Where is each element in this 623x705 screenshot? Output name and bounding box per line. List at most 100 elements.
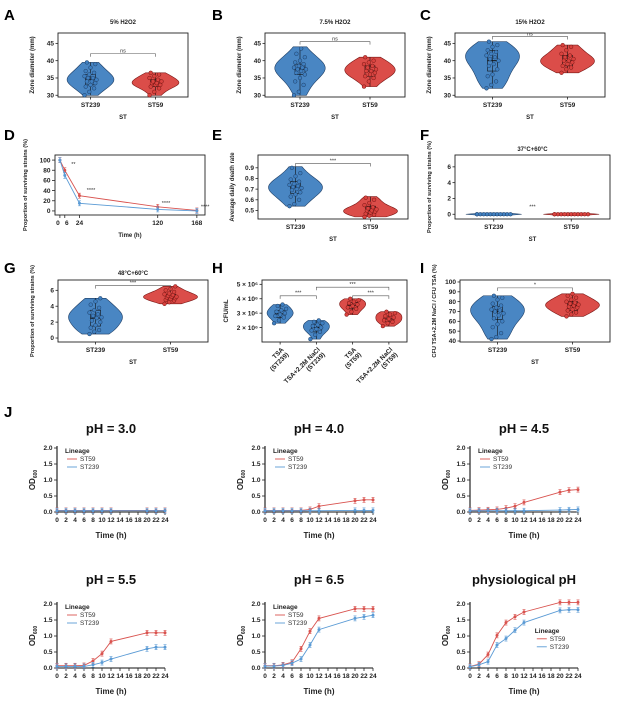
- data-point: [355, 302, 360, 307]
- x-tick-label: 10: [511, 673, 519, 680]
- data-point: [564, 67, 569, 72]
- data-point: [298, 190, 303, 195]
- y-tick-label: 100: [40, 157, 51, 164]
- data-point: [283, 306, 289, 311]
- legend-label: ST59: [550, 636, 566, 643]
- legend-title: Lineage: [65, 604, 90, 611]
- y-tick-label: 1.0: [251, 633, 260, 640]
- x-tick-label: ST59: [560, 102, 576, 109]
- series-line: [57, 646, 165, 667]
- panel-a: A 5% H2O2 30 35 40 45 Zone diameter (mm) ST239 S…: [4, 7, 189, 121]
- data-point: [282, 311, 288, 316]
- y-tick-label: 0.7: [245, 186, 254, 193]
- data-point: [345, 305, 350, 310]
- data-point: [491, 61, 496, 67]
- data-point: [363, 74, 368, 79]
- significance-label: ***: [529, 204, 536, 210]
- y-tick-label: 35: [47, 75, 55, 82]
- x-tick-label: 6: [495, 673, 499, 680]
- data-point: [573, 295, 579, 300]
- significance-bracket: [316, 286, 390, 291]
- panel-title: 37°C+60°C: [517, 147, 548, 153]
- x-tick-label: TSA(ST239): [269, 346, 291, 373]
- data-point: [308, 629, 312, 633]
- x-tick-label: 0: [468, 673, 472, 680]
- data-point: [390, 319, 395, 324]
- violin-group-3: [375, 309, 403, 329]
- x-tick-label: 8: [504, 673, 508, 680]
- x-tick-label: ST239: [488, 347, 508, 354]
- y-axis-label-sub: 600: [241, 470, 247, 479]
- x-axis-label: Time (h): [96, 687, 127, 696]
- panel-g: G 48°C+60°C 0 2 4 6 Proportion of surviving st…: [4, 260, 209, 366]
- significance-label: ***: [368, 291, 375, 297]
- data-point: [573, 310, 579, 315]
- plot-frame: [459, 279, 611, 343]
- y-axis-label: OD600: [441, 626, 452, 647]
- data-point: [374, 207, 379, 212]
- y-tick-label: 90: [449, 289, 457, 296]
- series-line: [470, 508, 579, 512]
- legend-label: ST239: [288, 620, 308, 627]
- data-point: [91, 86, 97, 91]
- x-tick-label: 0: [56, 220, 60, 227]
- x-tick-label: 4: [486, 517, 490, 524]
- data-point: [163, 509, 167, 513]
- data-point: [568, 65, 574, 70]
- data-point: [361, 61, 367, 67]
- x-axis-label: Time (h): [304, 531, 335, 540]
- data-point: [98, 296, 103, 301]
- data-point: [299, 509, 303, 513]
- x-tick-label: 2: [64, 673, 68, 680]
- x-tick-label: 4: [73, 517, 77, 524]
- x-tick-label: 120: [152, 220, 163, 227]
- panel-title: physiological pH: [472, 572, 576, 587]
- data-point: [564, 48, 569, 53]
- panel-letter: C: [420, 7, 431, 24]
- x-tick-label: 16: [125, 673, 133, 680]
- data-point: [490, 325, 495, 330]
- plot-frame: [261, 279, 408, 343]
- x-tick-label: 14: [529, 673, 537, 680]
- y-tick-label: 0.0: [43, 509, 52, 516]
- data-point: [552, 212, 557, 217]
- data-point: [281, 509, 285, 513]
- data-point: [147, 75, 152, 81]
- y-axis-label-main: OD: [236, 478, 245, 490]
- significance-label: ***: [349, 282, 356, 288]
- data-point: [498, 303, 504, 308]
- data-point: [484, 86, 489, 91]
- data-point: [371, 498, 375, 502]
- data-point: [263, 509, 267, 513]
- data-point: [567, 508, 571, 512]
- x-tick-label: 2: [272, 517, 276, 524]
- x-tick-label: 14: [116, 517, 124, 524]
- data-point: [497, 308, 503, 313]
- data-point: [150, 79, 156, 84]
- x-tick-label: 24: [369, 673, 377, 680]
- data-point: [152, 89, 157, 94]
- data-point: [576, 600, 580, 604]
- data-point: [371, 607, 375, 611]
- violin-group-2: [339, 296, 366, 317]
- data-point: [365, 206, 371, 211]
- data-point: [494, 305, 499, 310]
- significance-label: ****: [162, 201, 171, 207]
- data-point: [559, 70, 564, 75]
- legend-label: ST59: [493, 456, 509, 463]
- x-tick-label: 12: [520, 517, 528, 524]
- violin-group-0: [66, 60, 115, 98]
- data-point: [485, 48, 490, 53]
- data-point: [496, 313, 501, 318]
- data-point: [362, 607, 366, 611]
- data-point: [272, 664, 276, 668]
- x-tick-label: ST59: [163, 347, 179, 354]
- x-tick-label: 10: [98, 673, 106, 680]
- y-tick-label: 0: [47, 208, 51, 215]
- data-point: [94, 316, 99, 321]
- data-point: [569, 312, 574, 317]
- data-point: [385, 321, 390, 326]
- x-tick-label: 10: [306, 517, 314, 524]
